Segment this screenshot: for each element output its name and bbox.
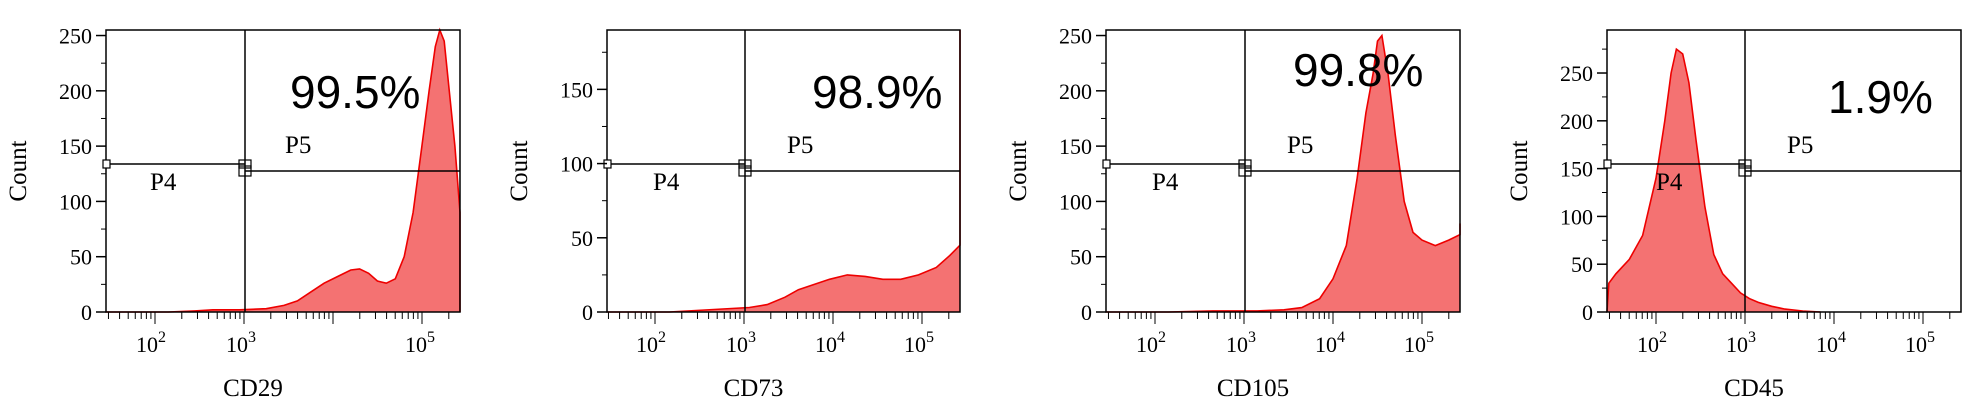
gate-handle: [1738, 159, 1752, 169]
y-tick-label: 100: [560, 152, 593, 177]
gate-label-p4: P4: [1656, 169, 1683, 196]
y-tick-label: 0: [81, 300, 92, 325]
y-axis-label: Count: [1506, 140, 1533, 201]
y-tick-label: 250: [1560, 61, 1593, 86]
gate-handle: [1238, 159, 1252, 169]
gate-handle: [1738, 165, 1752, 177]
gate-label-p5: P5: [1287, 132, 1313, 159]
gate-percent-label: 99.8%: [1293, 44, 1423, 96]
gate-percent-label: 99.5%: [290, 66, 420, 118]
y-axis-label: Count: [1005, 140, 1032, 201]
y-tick-label: 250: [59, 24, 92, 49]
x-tick-label: 102: [636, 329, 666, 357]
y-tick-label: 50: [571, 226, 593, 251]
x-axis-label: CD29: [223, 375, 283, 402]
chart-panel-cd105: 0 50 100 150 200 250 102 103 104 105 CD105 Count P4 P…: [1005, 24, 1461, 402]
gate-label-p4: P4: [150, 169, 177, 196]
histogram-line: [106, 27, 461, 313]
y-tick-label: 200: [59, 79, 92, 104]
histogram-line: [1606, 47, 1821, 313]
x-tick-label: 103: [726, 329, 756, 357]
y-tick-label: 150: [1059, 134, 1092, 159]
x-tick-label: 103: [1726, 329, 1756, 357]
x-tick-label: 104: [815, 329, 845, 357]
chart-panel-cd73: 0 50 100 150 102 103 104 105 CD73 Count P4 P5 98.9%: [506, 29, 961, 402]
y-tick-label: 100: [1059, 189, 1092, 214]
x-tick-label: 103: [1226, 329, 1256, 357]
y-tick-label: 250: [1059, 24, 1092, 49]
y-tick-label: 150: [560, 77, 593, 102]
y-tick-label: 0: [1582, 300, 1593, 325]
histogram-fill: [607, 30, 960, 312]
y-tick-label: 50: [1571, 252, 1593, 277]
histogram-line: [1106, 33, 1461, 313]
y-tick-label: 200: [1560, 109, 1593, 134]
gate-label-p4: P4: [653, 169, 680, 196]
y-axis-label: Count: [506, 140, 533, 201]
x-tick-label: 104: [1816, 329, 1846, 357]
gate-label-p4: P4: [1152, 169, 1179, 196]
x-axis-label: CD105: [1217, 375, 1289, 402]
x-tick-label: 103: [226, 329, 256, 357]
y-tick-label: 150: [59, 134, 92, 159]
y-tick-label: 150: [1560, 157, 1593, 182]
gate-handle: [738, 159, 752, 169]
y-tick-label: 0: [582, 300, 593, 325]
x-tick-label: 105: [1905, 329, 1935, 357]
gate-handle: [238, 165, 252, 177]
x-tick-label: 102: [1136, 329, 1166, 357]
gate-handle: [738, 165, 752, 177]
chart-panel-cd29: 0 50 100 150 200 250 102 103 105 CD29 Count P4 P5 99.…: [5, 24, 461, 402]
histogram-fill: [1607, 49, 1821, 312]
gate-handle: [1603, 159, 1612, 169]
x-tick-label: 105: [1404, 329, 1434, 357]
histogram-fill: [1106, 35, 1460, 312]
gate-percent-label: 1.9%: [1828, 71, 1933, 123]
y-tick-label: 100: [59, 189, 92, 214]
y-tick-label: 100: [1560, 204, 1593, 229]
x-tick-label: 102: [1637, 329, 1667, 357]
gate-handle: [1238, 165, 1252, 177]
x-tick-label: 105: [405, 329, 435, 357]
y-tick-label: 50: [1070, 245, 1092, 270]
y-axis-label: Count: [5, 140, 32, 201]
y-tick-label: 0: [1081, 300, 1092, 325]
gate-label-p5: P5: [285, 132, 311, 159]
x-tick-label: 102: [136, 329, 166, 357]
gate-handle: [102, 159, 111, 169]
gate-label-p5: P5: [1787, 132, 1813, 159]
x-axis-label: CD45: [1724, 375, 1784, 402]
x-tick-label: 105: [904, 329, 934, 357]
gate-label-p5: P5: [787, 132, 813, 159]
x-tick-label: 104: [1315, 329, 1345, 357]
gate-percent-label: 98.9%: [812, 66, 942, 118]
gate-handle: [1102, 159, 1111, 169]
chart-panel-cd45: 0 50 100 150 200 250 102 103 104 105 CD45 Count P4 P5…: [1506, 29, 1962, 402]
gate-handle: [238, 159, 252, 169]
x-axis-label: CD73: [724, 375, 784, 402]
y-tick-label: 200: [1059, 79, 1092, 104]
histogram-fill: [106, 30, 460, 312]
y-tick-label: 50: [70, 245, 92, 270]
